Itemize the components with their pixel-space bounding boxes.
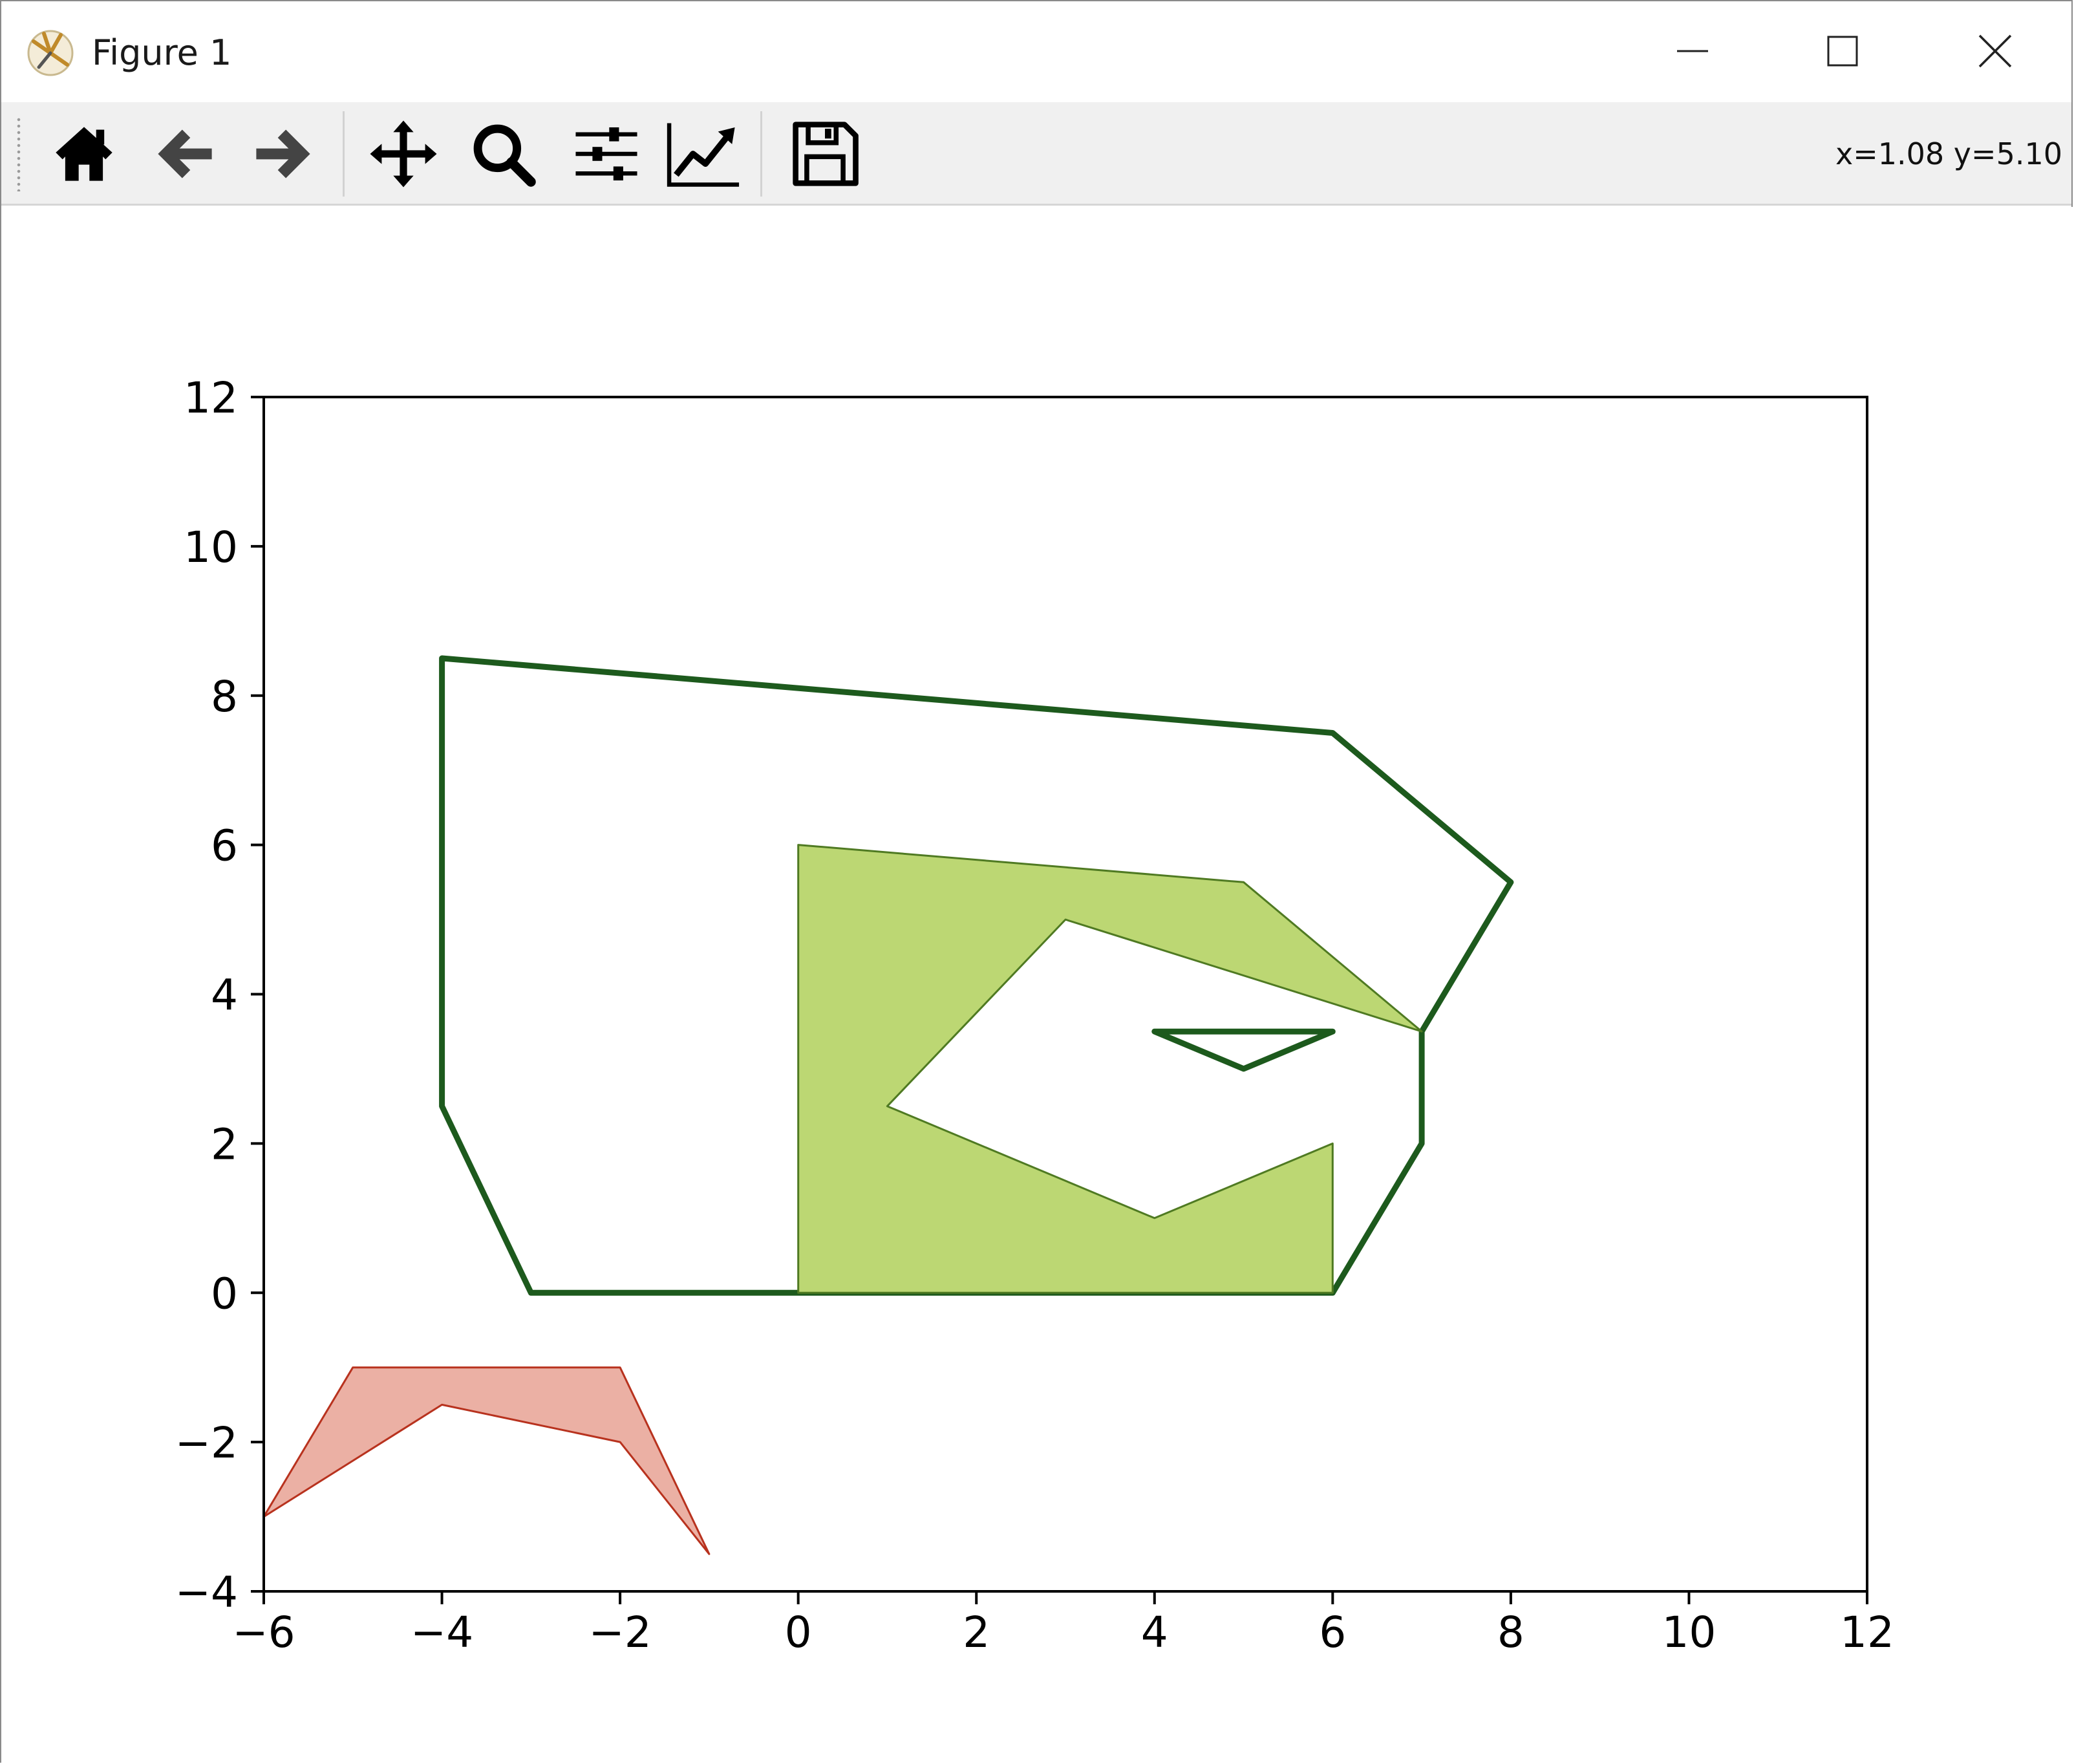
matplotlib-app-icon [25,27,76,79]
outline-polygon-1 [439,655,1514,1296]
outline-polygon-2 [1151,1028,1336,1072]
zoom-button[interactable] [463,114,543,194]
edit-axis-icon [667,123,740,187]
x-tick-label: 0 [785,1608,812,1657]
y-tick-label: 0 [211,1269,238,1318]
home-button[interactable] [44,114,124,194]
y-tick-label: 10 [184,522,238,572]
toolbar-separator [343,111,345,197]
x-tick-label: 4 [1141,1608,1168,1657]
edit-axis-button[interactable] [663,114,743,194]
close-button[interactable] [1943,16,2047,87]
cursor-coordinates: x=1.08 y=5.10 [1835,136,2062,171]
save-button[interactable] [785,114,865,194]
configure-subplots-icon [575,127,637,181]
close-icon [1978,34,2012,68]
x-tick-label: −4 [411,1608,473,1657]
forward-button[interactable] [243,114,323,194]
filled-polygon-4 [264,1366,711,1555]
x-tick-label: 2 [963,1608,990,1657]
x-tick-label: 12 [1840,1608,1894,1657]
y-tick-label: 12 [184,373,238,423]
x-tick-label: −2 [588,1608,651,1657]
maximize-icon [1827,36,1858,67]
title-bar: Figure 1 [1,1,2071,100]
configure-subplots-button[interactable] [566,114,647,194]
minimize-icon [1677,50,1708,52]
y-tick-label: −4 [175,1567,238,1617]
x-tick-label: −6 [232,1608,295,1657]
x-tick-label: 8 [1497,1608,1524,1657]
back-button[interactable] [145,114,225,194]
forward-icon [256,129,310,178]
pan-icon [370,120,437,188]
zoom-icon [473,124,536,187]
minimize-button[interactable] [1641,16,1744,87]
maximize-button[interactable] [1791,16,1894,87]
filled-polygon-3 [797,844,1423,1294]
x-tick-label: 6 [1319,1608,1346,1657]
y-tick-label: 6 [211,821,238,871]
back-icon [158,129,212,178]
pan-button[interactable] [363,114,444,194]
figure-canvas[interactable]: −6 −4 −2 0 2 4 6 8 10 12 −4 −2 0 2 4 6 8 10 12 [1,207,2073,1763]
window-title: Figure 1 [92,32,232,73]
navigation-toolbar: x=1.08 y=5.10 [1,102,2071,206]
toolbar-separator [760,111,762,197]
home-icon [56,127,112,181]
x-tick-label: 10 [1662,1608,1716,1657]
save-icon [793,122,859,186]
y-tick-label: −2 [175,1418,238,1468]
y-tick-label: 2 [211,1119,238,1169]
y-tick-label: 4 [211,971,238,1020]
y-tick-label: 8 [211,672,238,722]
toolbar-grip[interactable] [17,116,21,191]
